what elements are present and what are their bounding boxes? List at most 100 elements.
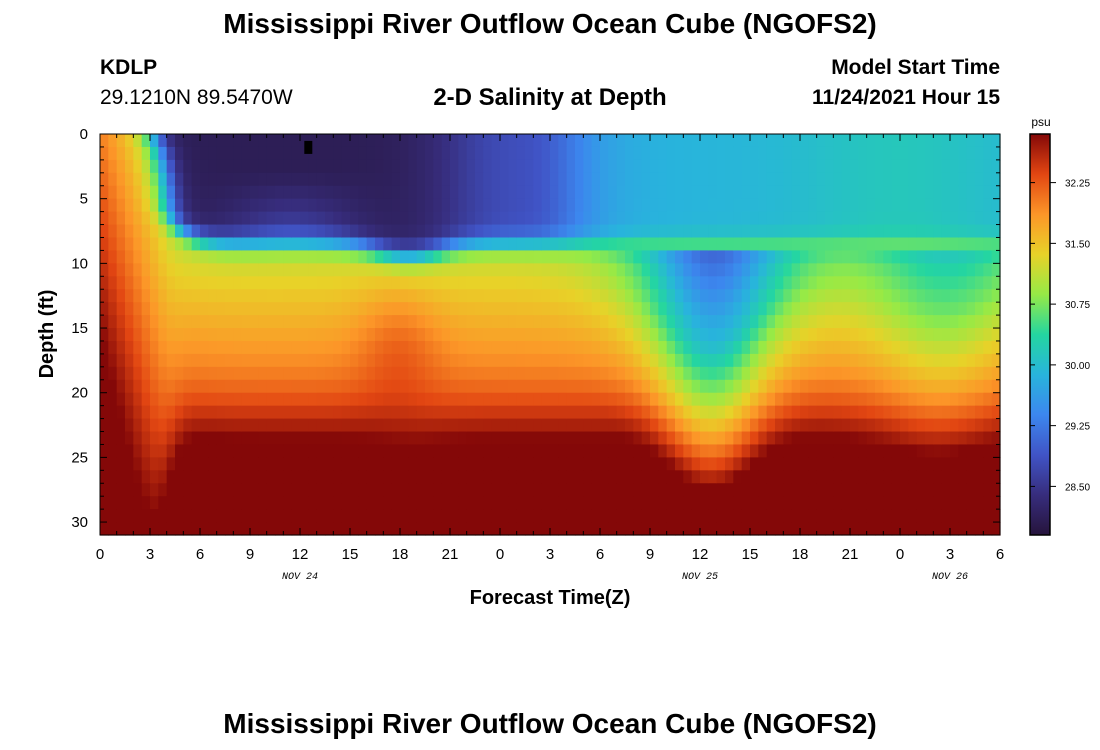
heatmap-cell [158,405,168,420]
heatmap-cell [983,172,993,187]
heatmap-cell [250,379,259,394]
heatmap-cell [841,250,851,264]
heatmap-cell [775,366,784,381]
station-id: KDLP [100,56,158,79]
heatmap-cell [441,522,451,536]
heatmap-cell [250,457,259,471]
heatmap-cell [691,134,701,148]
heatmap-cell [525,263,534,277]
heatmap-cell [550,392,559,407]
heatmap-cell [308,134,318,148]
heatmap-cell [875,276,884,290]
heatmap-cell [116,315,126,329]
heatmap-cell [566,496,576,510]
heatmap-cell [333,159,343,174]
heatmap-cell [100,509,109,523]
heatmap-cell [516,224,526,239]
heatmap-cell [366,353,376,368]
heatmap-cell [141,392,151,407]
heatmap-cell [350,328,359,342]
heatmap-cell [783,353,793,368]
heatmap-cell [300,211,309,226]
heatmap-cell [766,172,776,187]
heatmap-cell [716,340,726,355]
heatmap-cell [158,392,168,407]
heatmap-cell [516,418,526,433]
heatmap-cell [741,250,751,264]
heatmap-cell [658,496,668,510]
heatmap-cell [950,509,959,523]
heatmap-cell [966,353,976,368]
heatmap-cell [400,470,409,484]
heatmap-cell [858,185,868,200]
heatmap-cell [883,302,893,316]
heatmap-cell [516,211,526,226]
heatmap-cell [716,185,726,200]
heatmap-cell [841,146,851,161]
heatmap-cell [766,496,776,510]
heatmap-cell [200,457,209,471]
heatmap-cell [525,237,534,252]
heatmap-cell [341,457,351,471]
heatmap-cell [841,211,851,226]
heatmap-cell [916,470,926,484]
heatmap-cell [741,340,751,355]
heatmap-cell [258,289,268,303]
heatmap-cell [400,379,409,394]
heatmap-cell [783,328,793,342]
heatmap-cell [591,289,601,303]
heatmap-cell [875,405,884,420]
heatmap-cell [550,431,559,446]
heatmap-cell [966,431,976,446]
heatmap-cell [500,483,509,497]
heatmap-cell [350,134,359,148]
heatmap-cell [583,276,593,290]
heatmap-cell [325,392,334,407]
heatmap-cell [100,496,109,510]
heatmap-cell [583,224,593,239]
heatmap-cell [841,509,851,523]
heatmap-cell [433,211,443,226]
heatmap-cell [916,172,926,187]
heatmap-cell [383,211,393,226]
heatmap-cell [216,405,226,420]
heatmap-cell [950,159,959,174]
heatmap-cell [616,328,626,342]
heatmap-cell [816,431,826,446]
heatmap-cell [883,237,893,252]
heatmap-cell [158,315,168,329]
heatmap-cell [725,146,734,161]
heatmap-cell [308,366,318,381]
heatmap-cell [516,315,526,329]
heatmap-cell [366,328,376,342]
heatmap-cell [150,457,159,471]
heatmap-cell [883,185,893,200]
heatmap-cell [525,496,534,510]
heatmap-cell [916,289,926,303]
heatmap-cell [291,509,301,523]
heatmap-cell [950,250,959,264]
heatmap-cell [791,405,801,420]
heatmap-cell [941,522,951,536]
heatmap-cell [325,483,334,497]
heatmap-cell [358,315,368,329]
heatmap-cell [358,276,368,290]
heatmap-cell [191,289,201,303]
heatmap-cell [275,366,284,381]
heatmap-cell [908,483,918,497]
heatmap-cell [941,315,951,329]
heatmap-cell [458,457,468,471]
heatmap-cell [358,172,368,187]
heatmap-cell [475,366,484,381]
heatmap-cell [900,418,909,433]
heatmap-cell [883,353,893,368]
heatmap-cell [225,340,234,355]
heatmap-cell [908,328,918,342]
heatmap-cell [983,353,993,368]
heatmap-cell [800,457,809,471]
heatmap-cell [583,146,593,161]
heatmap-cell [741,353,751,368]
heatmap-cell [100,185,109,200]
heatmap-cell [675,276,684,290]
heatmap-cell [666,211,676,226]
